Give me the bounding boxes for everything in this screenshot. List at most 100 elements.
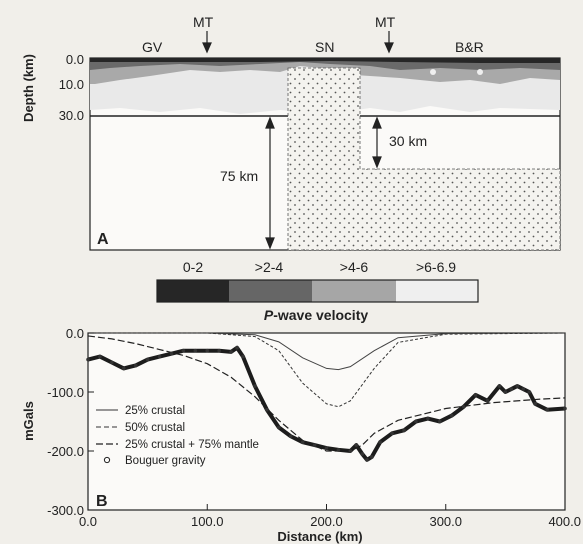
bouguer-gravity-point: [86, 357, 90, 362]
velocity-scale: 0-2 >2-4 >4-6 >6-6.9 P-wave velocity: [156, 259, 479, 323]
velocity-bin-label: 0-2: [183, 259, 203, 275]
bouguer-gravity-point: [473, 393, 478, 397]
arrow-30km: [372, 116, 382, 169]
bouguer-gravity-point: [365, 458, 369, 462]
bouguer-gravity-point: [527, 390, 532, 394]
bouguer-gravity-point: [133, 363, 138, 368]
bouguer-gravity-point: [414, 419, 418, 424]
depth-tick-0: 0.0: [66, 52, 84, 67]
layer-surface-black: [90, 58, 560, 63]
depth-axis-title: Depth (km): [21, 54, 36, 122]
chart-plot-area: [86, 332, 567, 462]
velocity-swatch: [312, 280, 396, 302]
bouguer-gravity-point: [98, 354, 102, 359]
bouguer-gravity-point: [121, 366, 126, 371]
legend-marker: [103, 456, 111, 464]
x-axis-title: Distance (km): [277, 529, 362, 544]
legend-label: 25% crustal: [125, 405, 185, 417]
chart-ticks: [87, 332, 566, 511]
bouguer-gravity-point: [437, 419, 442, 424]
region-br: B&R: [455, 39, 484, 55]
x-tick-label: 300.0: [429, 514, 462, 529]
bouguer-gravity-point: [157, 354, 162, 359]
bouguer-gravity-point: [521, 387, 526, 391]
bouguer-gravity-point: [390, 431, 394, 436]
y-tick-label: -200.0: [47, 444, 84, 459]
panel-a-tag: A: [97, 231, 109, 248]
x-tick-label: 200.0: [310, 514, 343, 529]
bouguer-gravity-point: [497, 384, 502, 388]
bouguer-gravity-point: [229, 350, 233, 354]
x-tick-label: 400.0: [548, 514, 581, 529]
bouguer-gravity-point: [426, 416, 430, 421]
velocity-scale-frame: [156, 279, 479, 303]
velocity-swatch: [157, 280, 229, 302]
mt-arrow-east: [384, 31, 394, 54]
bouguer-gravity-point: [205, 348, 210, 353]
bouguer-gravity-point: [324, 446, 329, 450]
bouguer-gravity-point: [277, 425, 281, 430]
model-curve-1: [88, 332, 566, 408]
velocity-swatch: [229, 280, 312, 302]
y-axis-title: mGals: [21, 401, 36, 441]
depth-tick-30: 30.0: [59, 108, 84, 123]
velocity-bin-label: >2-4: [255, 259, 284, 275]
bouguer-gravity-point: [515, 384, 520, 388]
panel-a: 75 km 30 km MT MT GV SN B&R 0.0 10.0 30.…: [21, 14, 561, 251]
bouguer-gravity-point: [181, 348, 186, 353]
bouguer-gravity-point: [110, 360, 114, 365]
bouguer-gravity-point: [312, 443, 317, 447]
y-tick-label: -300.0: [47, 503, 84, 518]
mt-label-east: MT: [375, 14, 396, 30]
region-gv: GV: [142, 39, 163, 55]
velocity-swatch: [396, 280, 478, 302]
depth-tick-10: 10.0: [59, 77, 84, 92]
bouguer-gravity-point: [235, 345, 239, 350]
bouguer-gravity-point: [370, 455, 374, 459]
bouguer-gravity-point: [509, 387, 514, 391]
bouguer-gravity-point: [360, 452, 365, 456]
bouguer-gravity-point: [449, 413, 454, 418]
bouguer-gravity-point: [336, 448, 341, 452]
legend: 25% crustal 50% crustal 25% crustal + 75…: [96, 405, 259, 467]
bouguer-gravity-point: [461, 404, 466, 409]
label-30km: 30 km: [389, 133, 427, 149]
velocity-bin-label: >4-6: [340, 259, 369, 275]
panel-b-tag: B: [96, 493, 108, 510]
velocity-scale-title: P-wave velocity: [264, 307, 368, 323]
bouguer-gravity-point: [288, 434, 293, 439]
bouguer-gravity-point: [300, 440, 305, 444]
bouguer-gravity-point: [378, 440, 382, 444]
region-sn: SN: [315, 39, 334, 55]
model-curve-0: [88, 332, 566, 371]
y-tick-label: -100.0: [47, 385, 84, 400]
bouguer-gravity-point: [265, 407, 269, 412]
bouguer-gravity-point: [354, 443, 359, 447]
x-tick-label: 100.0: [191, 514, 224, 529]
light-inclusion: [477, 69, 483, 75]
bouguer-gravity-point: [503, 390, 508, 394]
bouguer-gravity-point: [533, 402, 537, 406]
sierra-root: [287, 67, 561, 251]
label-75km: 75 km: [220, 168, 258, 184]
bouguer-gravity-point: [545, 407, 549, 412]
bouguer-gravity-point: [241, 354, 245, 359]
light-inclusion: [430, 69, 436, 75]
velocity-bin-label: >6-6.9: [416, 259, 456, 275]
bouguer-gravity-point: [402, 428, 406, 433]
legend-label: Bouguer gravity: [125, 455, 206, 467]
panel-b-frame: [87, 332, 566, 511]
bouguer-gravity-point: [348, 449, 353, 453]
bouguer-gravity-point: [169, 351, 174, 356]
bouguer-gravity-point: [193, 348, 198, 353]
mt-arrow-west: [202, 31, 212, 54]
bouguer-gravity-point: [485, 399, 490, 403]
x-tick-label: 0.0: [79, 514, 97, 529]
bouguer-gravity-point: [217, 348, 221, 353]
arrow-75km: [265, 116, 275, 250]
mt-label-west: MT: [193, 14, 214, 30]
bouguer-gravity-point: [145, 357, 150, 362]
panel-b: 0.0 -100.0 -200.0 -300.0 0.0 100.0 200.0…: [21, 326, 581, 544]
bouguer-gravity-point: [563, 406, 567, 411]
